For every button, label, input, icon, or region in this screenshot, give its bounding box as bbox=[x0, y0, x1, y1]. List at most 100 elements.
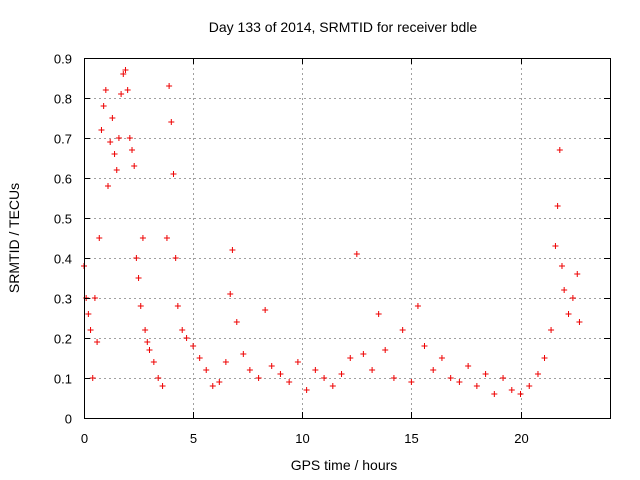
data-point bbox=[268, 363, 275, 369]
y-tick-label: 0 bbox=[65, 412, 72, 427]
x-tick-label: 20 bbox=[514, 431, 528, 446]
data-point bbox=[382, 347, 389, 353]
data-point bbox=[142, 327, 149, 333]
data-point bbox=[166, 83, 173, 89]
data-point bbox=[360, 351, 367, 357]
x-tick-label: 10 bbox=[295, 431, 309, 446]
y-tick-label: 0.5 bbox=[54, 212, 72, 227]
data-point bbox=[209, 383, 216, 389]
data-point bbox=[190, 343, 197, 349]
data-point bbox=[172, 255, 179, 261]
data-point bbox=[133, 255, 140, 261]
data-point bbox=[321, 375, 328, 381]
y-tick-label: 0.6 bbox=[54, 172, 72, 187]
data-point bbox=[94, 339, 101, 345]
data-point bbox=[447, 375, 454, 381]
y-tick-label: 0.7 bbox=[54, 132, 72, 147]
data-point bbox=[150, 359, 157, 365]
data-point bbox=[390, 375, 397, 381]
data-point bbox=[96, 235, 103, 241]
data-point bbox=[109, 115, 116, 121]
data-point bbox=[558, 263, 565, 269]
y-tick-label: 0.4 bbox=[54, 252, 72, 267]
x-tick-label: 5 bbox=[190, 431, 197, 446]
data-point bbox=[111, 151, 118, 157]
data-point bbox=[163, 235, 170, 241]
data-point bbox=[508, 387, 515, 393]
data-point bbox=[414, 303, 421, 309]
data-point bbox=[91, 295, 98, 301]
data-point bbox=[196, 355, 203, 361]
data-point bbox=[482, 371, 489, 377]
data-point bbox=[353, 251, 360, 257]
data-point bbox=[369, 367, 376, 373]
data-point bbox=[118, 91, 125, 97]
data-point bbox=[170, 171, 177, 177]
data-point bbox=[375, 311, 382, 317]
y-tick-label: 0.1 bbox=[54, 372, 72, 387]
data-point bbox=[135, 275, 142, 281]
data-point bbox=[105, 183, 112, 189]
data-point bbox=[229, 247, 236, 253]
data-point bbox=[554, 203, 561, 209]
data-point bbox=[179, 327, 186, 333]
x-tick-label: 15 bbox=[404, 431, 418, 446]
data-point bbox=[155, 375, 162, 381]
data-point bbox=[115, 135, 122, 141]
data-point bbox=[233, 319, 240, 325]
data-point bbox=[98, 127, 105, 133]
data-point bbox=[465, 363, 472, 369]
data-point bbox=[548, 327, 555, 333]
data-point bbox=[120, 71, 127, 77]
data-point bbox=[569, 295, 576, 301]
data-point bbox=[517, 391, 524, 397]
data-point bbox=[87, 327, 94, 333]
data-point bbox=[456, 379, 463, 385]
data-point bbox=[85, 311, 92, 317]
data-point bbox=[338, 371, 345, 377]
data-point bbox=[473, 383, 480, 389]
data-point bbox=[255, 375, 262, 381]
x-axis-tick-labels: 0 5 10 15 20 bbox=[81, 431, 529, 446]
data-point bbox=[102, 87, 109, 93]
data-point bbox=[124, 87, 131, 93]
data-point bbox=[556, 147, 563, 153]
data-point bbox=[89, 375, 96, 381]
x-tick-label: 0 bbox=[81, 431, 88, 446]
y-tick-label: 0.8 bbox=[54, 92, 72, 107]
data-point bbox=[565, 311, 572, 317]
data-point bbox=[139, 235, 146, 241]
axis-ticks bbox=[84, 58, 610, 419]
data-point bbox=[552, 243, 559, 249]
data-point bbox=[227, 291, 234, 297]
x-axis-label: GPS time / hours bbox=[291, 457, 398, 473]
data-point bbox=[526, 383, 533, 389]
data-point bbox=[216, 379, 223, 385]
data-point bbox=[303, 387, 310, 393]
data-point bbox=[126, 135, 133, 141]
data-point bbox=[100, 103, 107, 109]
y-tick-label: 0.9 bbox=[54, 52, 72, 67]
data-point bbox=[541, 355, 548, 361]
data-point bbox=[137, 303, 144, 309]
data-point bbox=[203, 367, 210, 373]
data-point bbox=[107, 139, 114, 145]
data-point bbox=[294, 359, 301, 365]
data-point bbox=[122, 67, 129, 73]
data-point bbox=[500, 375, 507, 381]
data-point bbox=[146, 347, 153, 353]
data-point bbox=[144, 339, 151, 345]
data-point bbox=[312, 367, 319, 373]
data-point bbox=[561, 287, 568, 293]
data-point bbox=[399, 327, 406, 333]
data-point bbox=[421, 343, 428, 349]
plot-frame bbox=[84, 58, 611, 419]
data-point bbox=[222, 359, 229, 365]
data-point bbox=[246, 367, 253, 373]
data-point bbox=[574, 271, 581, 277]
y-axis-tick-labels: 0 0.1 0.2 0.3 0.4 0.5 0.6 0.7 0.8 0.9 bbox=[54, 52, 72, 427]
data-point bbox=[329, 383, 336, 389]
data-point bbox=[113, 167, 120, 173]
data-point bbox=[129, 147, 136, 153]
